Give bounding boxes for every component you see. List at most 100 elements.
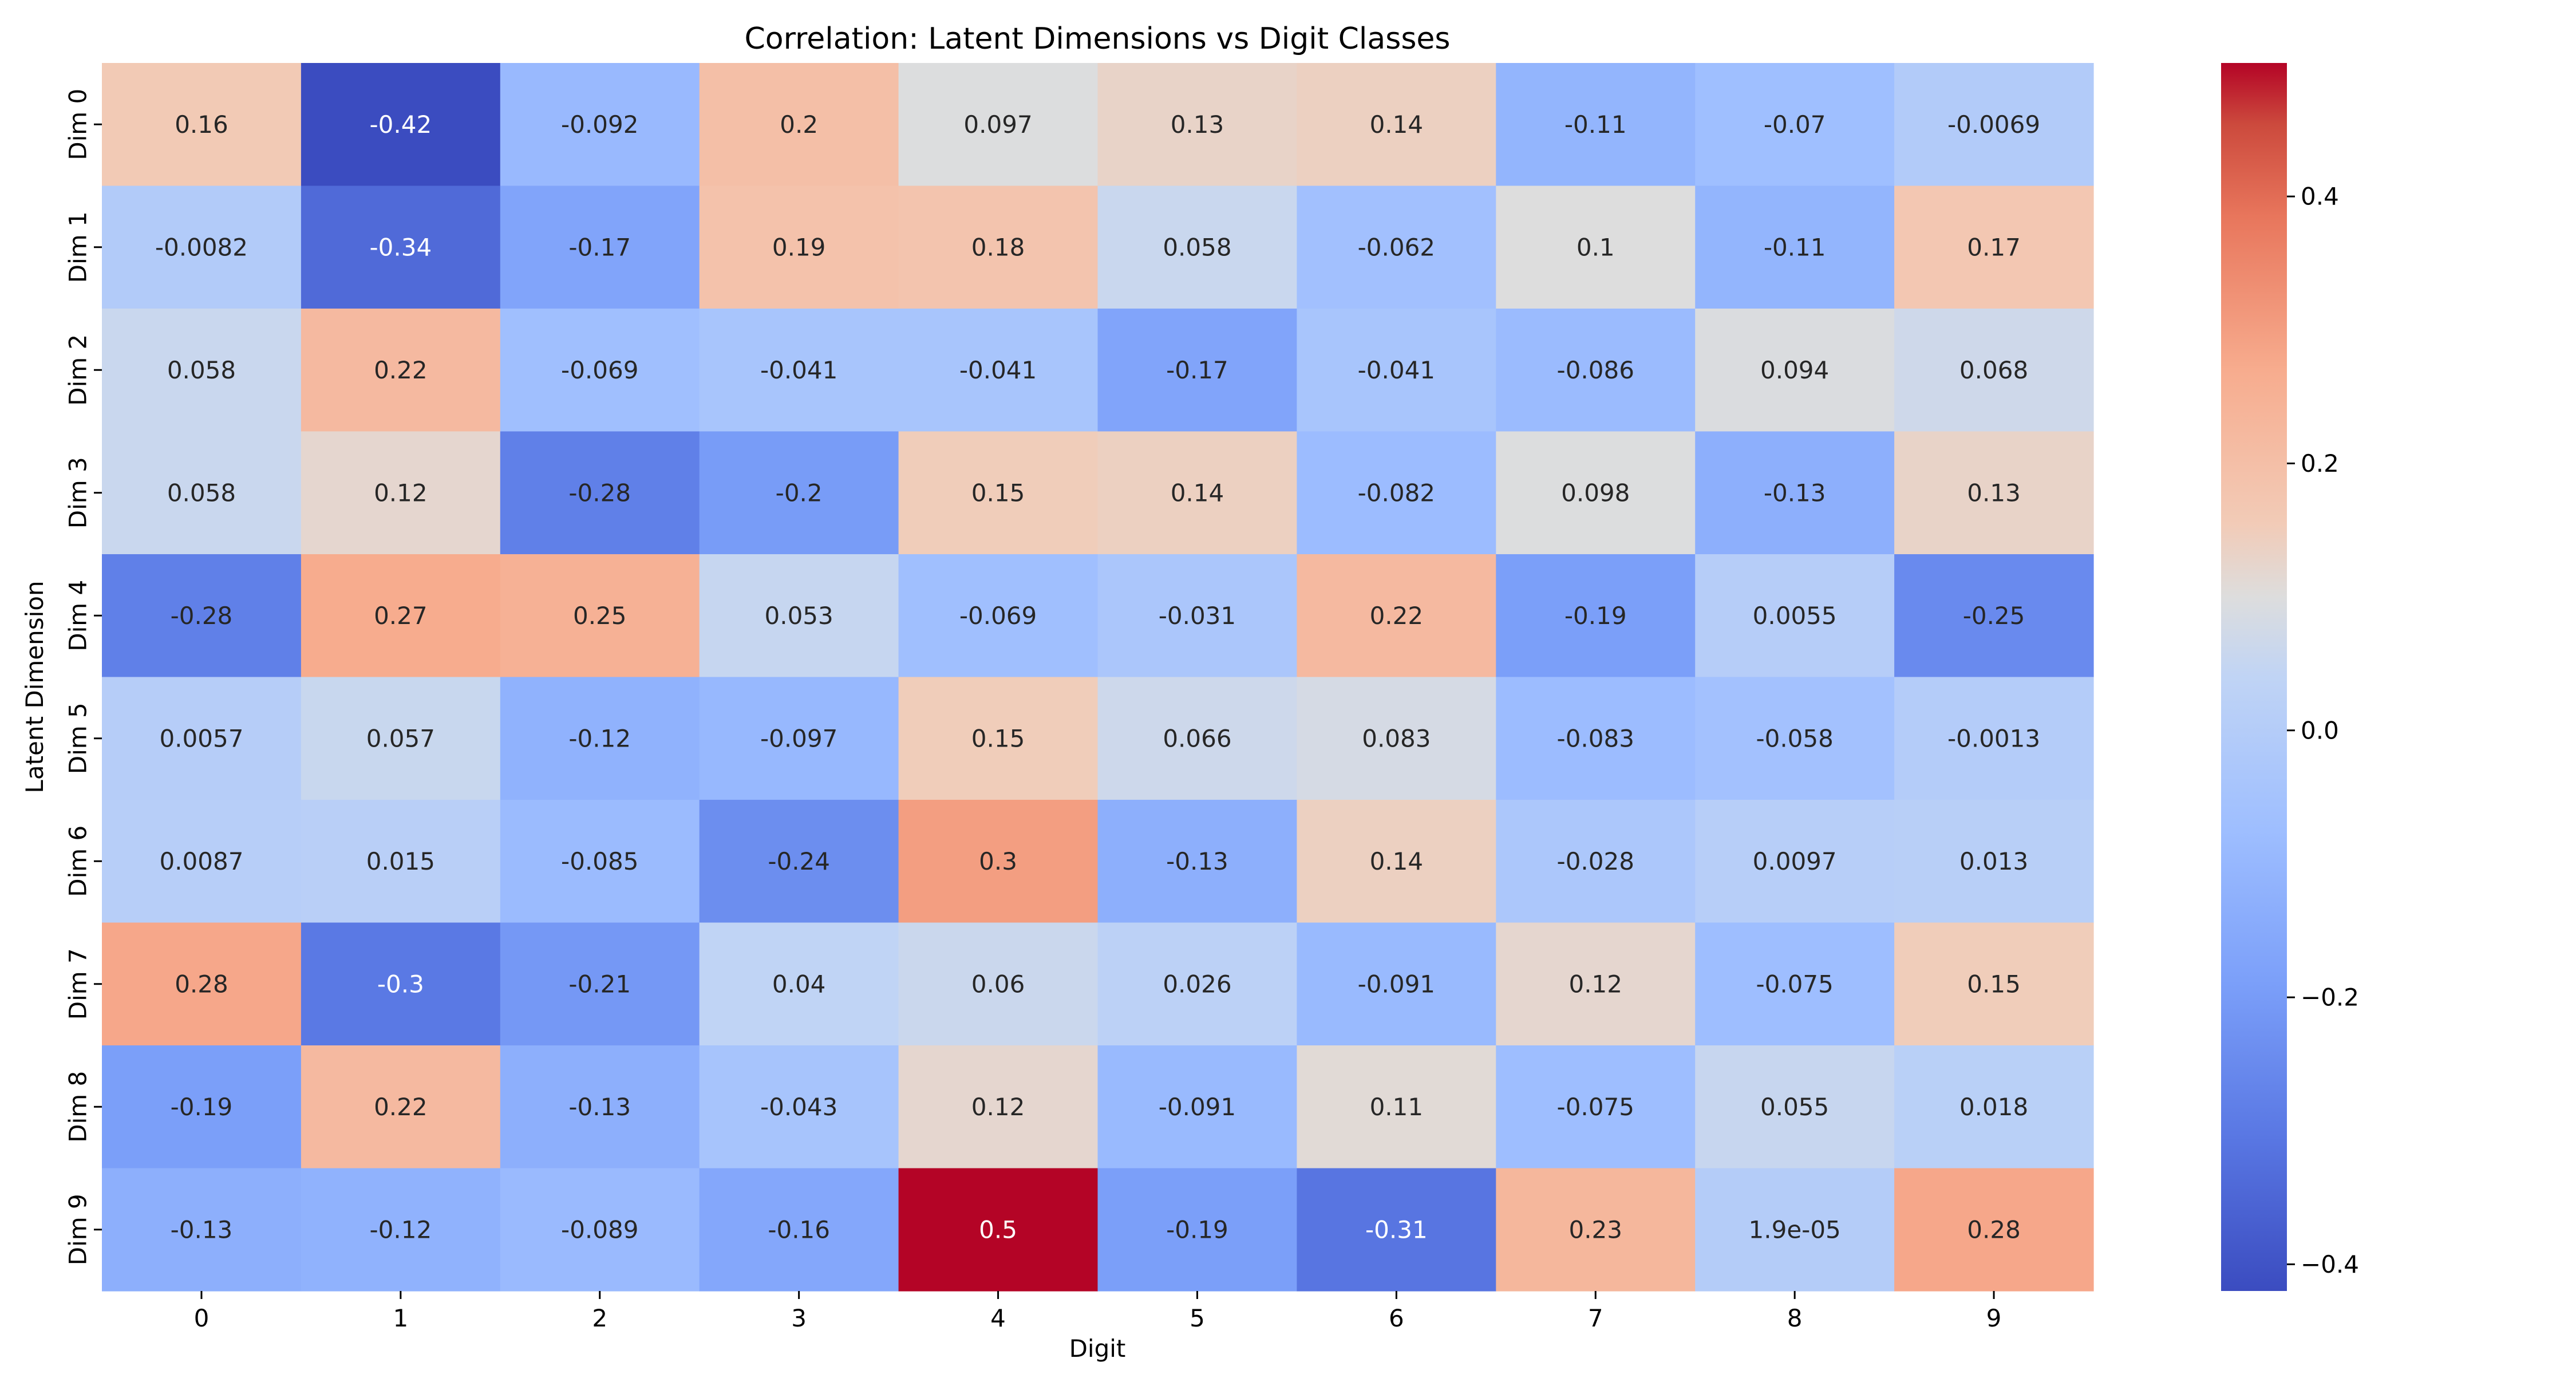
heatmap-cell — [898, 63, 1099, 187]
y-tick-label: Dim 6 — [64, 826, 92, 897]
heatmap-cells — [102, 63, 2094, 1292]
heatmap-cell-label: 0.22 — [374, 1093, 428, 1121]
x-tick-label: 8 — [1787, 1304, 1803, 1332]
heatmap-cell-label: 0.0087 — [159, 847, 243, 875]
x-tick-label: 0 — [194, 1304, 210, 1332]
heatmap-cell-label: -0.0082 — [155, 233, 248, 261]
heatmap-cell-label: 0.066 — [1163, 724, 1231, 752]
x-tick-label: 5 — [1190, 1304, 1205, 1332]
heatmap-cell — [1894, 309, 2094, 432]
heatmap-cell-label: -0.16 — [768, 1215, 830, 1243]
heatmap-cell-label: 1.9e-05 — [1749, 1215, 1841, 1243]
x-tick-label: 9 — [1986, 1304, 2002, 1332]
y-tick-label: Dim 8 — [64, 1071, 92, 1143]
heatmap-cell — [898, 677, 1099, 800]
heatmap-cell — [1297, 677, 1496, 800]
heatmap-cell — [500, 800, 700, 923]
colorbar-tick-label: −0.2 — [2301, 984, 2359, 1012]
heatmap-cell-label: -0.089 — [561, 1215, 638, 1243]
heatmap-cell-label: 0.3 — [979, 847, 1017, 875]
heatmap-cell — [1695, 677, 1895, 800]
heatmap-cell — [500, 922, 700, 1046]
heatmap-cell — [500, 554, 700, 678]
heatmap-cell — [102, 554, 302, 678]
heatmap-cell — [1695, 309, 1895, 432]
heatmap-cell-label: 0.14 — [1370, 847, 1424, 875]
heatmap-cell — [102, 1168, 302, 1292]
heatmap-cell — [1097, 800, 1297, 923]
heatmap-cell — [500, 309, 700, 432]
heatmap-cell-label: 0.18 — [971, 233, 1025, 261]
heatmap-cell — [1496, 1168, 1696, 1292]
heatmap-cell — [699, 800, 899, 923]
heatmap-cell — [1297, 554, 1496, 678]
heatmap-cell-label: -0.086 — [1557, 356, 1634, 384]
heatmap-cell — [1496, 800, 1696, 923]
heatmap-cell — [898, 185, 1099, 309]
heatmap-cell — [500, 677, 700, 800]
heatmap-cell-label: -0.058 — [1756, 724, 1833, 752]
heatmap-cell-label: -0.07 — [1764, 110, 1826, 139]
heatmap-cell-label: -0.17 — [568, 233, 631, 261]
heatmap-cell — [1695, 185, 1895, 309]
heatmap-cell-label: 0.14 — [1171, 479, 1224, 507]
heatmap-cell-label: -0.11 — [1764, 233, 1826, 261]
heatmap-cell — [301, 431, 501, 555]
heatmap-cell-label: 0.097 — [963, 110, 1032, 139]
heatmap-cell — [500, 185, 700, 309]
heatmap-cell-label: -0.062 — [1358, 233, 1435, 261]
colorbar-gradient — [2221, 63, 2287, 1291]
heatmap-cell — [1894, 185, 2094, 309]
heatmap-cell — [301, 309, 501, 432]
heatmap-cell — [1894, 800, 2094, 923]
heatmap-cell — [1297, 63, 1496, 187]
heatmap-cell — [500, 1045, 700, 1169]
heatmap-cell-label: -0.12 — [370, 1215, 432, 1243]
heatmap-cell — [1695, 922, 1895, 1046]
heatmap-cell — [898, 309, 1099, 432]
x-tick-label: 4 — [990, 1304, 1006, 1332]
heatmap-cell-labels: 0.16 -0.42 -0.092 0.2 0.097 0.13 0.14 -0.11 -0.0… — [155, 110, 2040, 1244]
heatmap-cell — [1097, 677, 1297, 800]
heatmap-cell-label: -0.091 — [1358, 970, 1435, 998]
heatmap-cell — [699, 554, 899, 678]
heatmap-cell-label: -0.25 — [1963, 602, 2025, 630]
heatmap-cell — [1297, 309, 1496, 432]
heatmap-cell — [1097, 554, 1297, 678]
heatmap-cell — [102, 431, 302, 555]
heatmap-cell-label: -0.097 — [760, 724, 837, 752]
x-tick-label: 1 — [393, 1304, 408, 1332]
heatmap-cell-label: 0.5 — [979, 1215, 1017, 1243]
heatmap-cell-label: 0.058 — [167, 356, 236, 384]
heatmap-cell — [102, 63, 302, 187]
heatmap-cell-label: -0.043 — [760, 1093, 837, 1121]
heatmap-cell-label: 0.15 — [971, 724, 1025, 752]
heatmap-cell-label: -0.0069 — [1947, 110, 2040, 139]
heatmap-cell-label: -0.19 — [1166, 1215, 1228, 1243]
heatmap-cell-label: -0.028 — [1557, 847, 1634, 875]
heatmap-cell-label: 0.06 — [971, 970, 1025, 998]
colorbar-tick-label: −0.4 — [2301, 1250, 2359, 1278]
heatmap-cell-label: -0.31 — [1365, 1215, 1428, 1243]
heatmap-cell — [1097, 1045, 1297, 1169]
y-tick-label: Dim 1 — [64, 211, 92, 283]
heatmap-cell — [898, 800, 1099, 923]
heatmap-cell — [102, 185, 302, 309]
heatmap-cell — [1297, 431, 1496, 555]
heatmap-cell-label: 0.17 — [1967, 233, 2021, 261]
heatmap-cell — [301, 677, 501, 800]
x-tick-label: 3 — [791, 1304, 807, 1332]
heatmap-cell-label: -0.12 — [568, 724, 631, 752]
heatmap-cell — [1695, 1168, 1895, 1292]
heatmap-cell-label: -0.083 — [1557, 724, 1634, 752]
heatmap-cell — [301, 922, 501, 1046]
heatmap-cell — [699, 309, 899, 432]
heatmap-cell-label: -0.041 — [959, 356, 1037, 384]
heatmap-cell-label: 0.28 — [1967, 1215, 2021, 1243]
heatmap-cell-label: -0.13 — [171, 1215, 233, 1243]
heatmap-cell-label: 0.19 — [772, 233, 826, 261]
colorbar-tick-label: 0.0 — [2301, 716, 2339, 744]
heatmap-cell-label: 0.25 — [573, 602, 627, 630]
x-tick-label: 7 — [1588, 1304, 1603, 1332]
